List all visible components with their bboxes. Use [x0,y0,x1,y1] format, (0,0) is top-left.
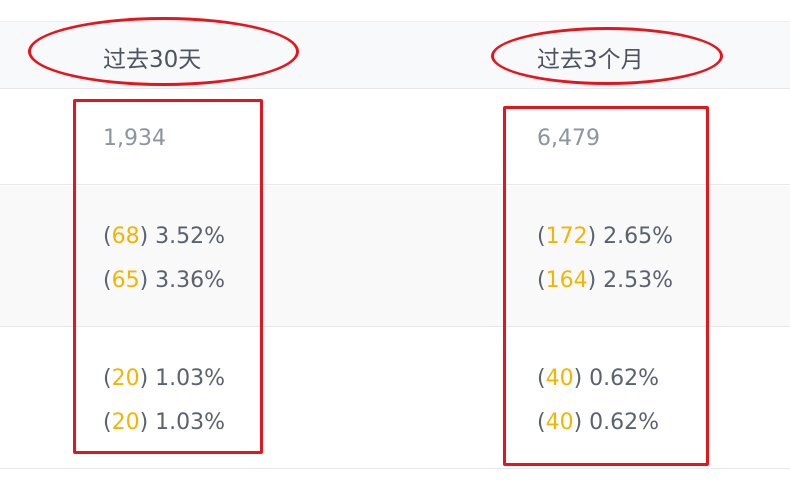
count: 65 [111,268,140,293]
stat-value: (40) 0.62% [537,410,660,435]
table-row [0,89,790,185]
count: 40 [545,366,574,391]
count: 68 [111,224,140,249]
annotation-rectangle [73,99,263,454]
percent: 1.03% [155,410,226,435]
count: 20 [111,366,140,391]
stat-value: (20) 1.03% [103,410,226,435]
percent: 2.53% [603,268,674,293]
count: 20 [111,410,140,435]
count: 164 [545,268,588,293]
stat-value: (40) 0.62% [537,366,660,391]
percent: 3.52% [155,224,226,249]
table-row [0,328,790,469]
annotation-ellipse [28,17,299,86]
stat-value: (164) 2.53% [537,268,674,293]
stat-value: (68) 3.52% [103,224,226,249]
annotation-rectangle [503,106,709,466]
stat-value: (172) 2.65% [537,224,674,249]
total-value: 1,934 [103,126,166,151]
percent: 1.03% [155,366,226,391]
count: 40 [545,410,574,435]
percent: 0.62% [589,410,660,435]
stat-value: (65) 3.36% [103,268,226,293]
annotation-ellipse [491,27,723,85]
total-value: 6,479 [537,126,600,151]
count: 172 [545,224,588,249]
percent: 0.62% [589,366,660,391]
percent: 2.65% [603,224,674,249]
percent: 3.36% [155,268,226,293]
table-row [0,186,790,327]
stat-value: (20) 1.03% [103,366,226,391]
